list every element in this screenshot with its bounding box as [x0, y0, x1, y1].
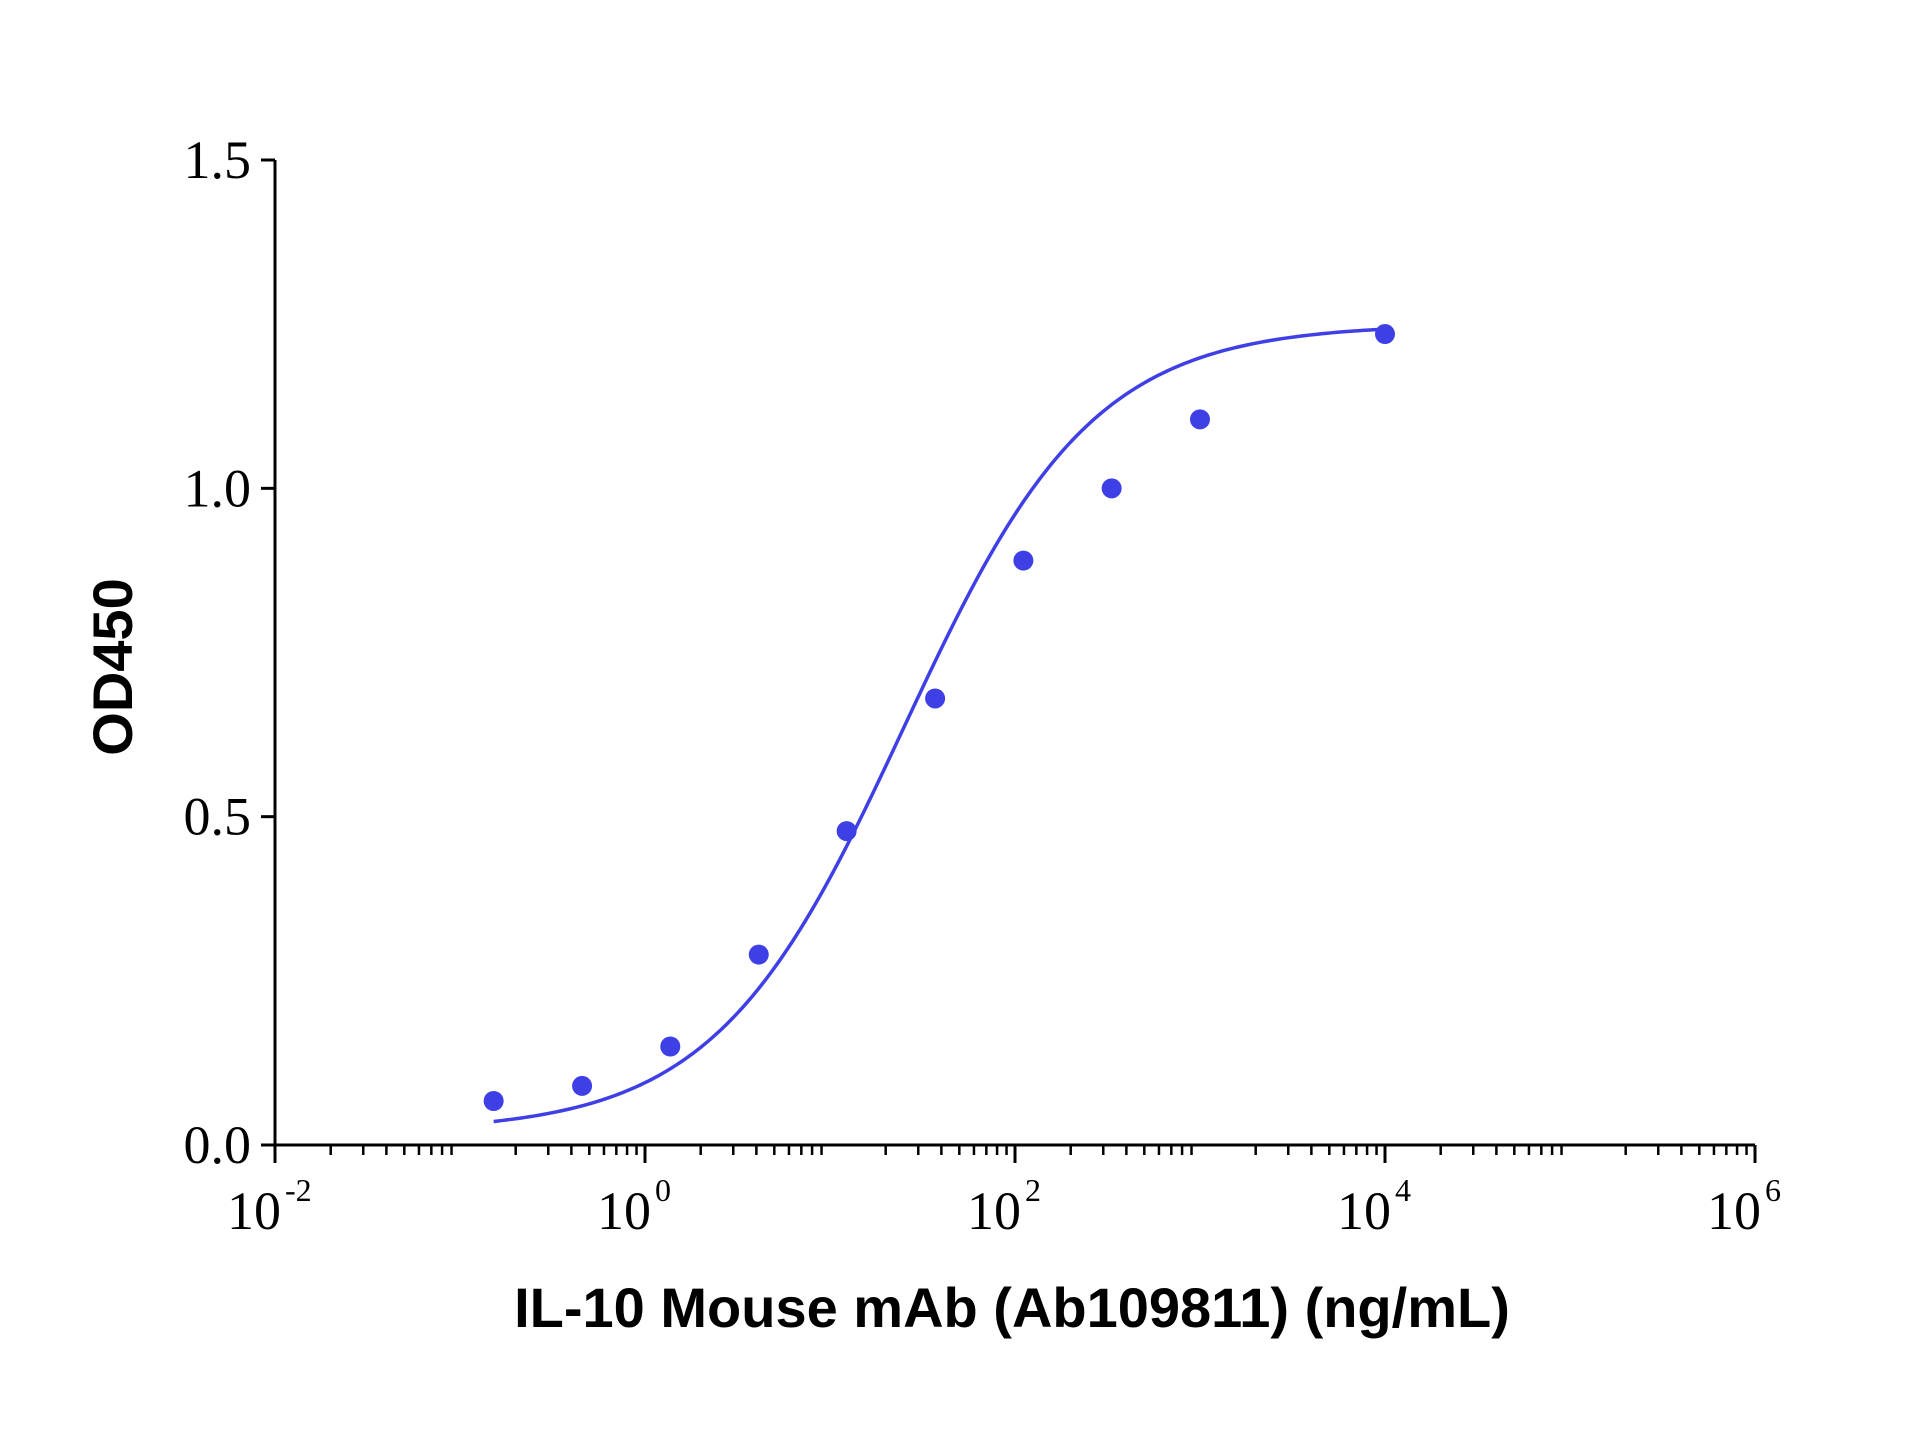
x-tick-label-base: 10	[1707, 1181, 1761, 1241]
y-tick-label: 1.0	[184, 458, 252, 518]
data-point	[1190, 409, 1210, 430]
fit-layer	[493, 327, 1386, 1124]
x-tick-label: 10 6	[1707, 1172, 1781, 1241]
x-tick-label-base: 10	[1337, 1181, 1391, 1241]
y-axis-title: OD450	[81, 578, 144, 755]
fit-curve	[493, 327, 1386, 1124]
y-tick-label: 0.5	[184, 787, 252, 847]
x-tick-label: 10 -2	[227, 1172, 312, 1241]
axes-layer: 0.00.51.01.510 -2 10 0 10 2 10 4 10 6	[184, 130, 1782, 1241]
x-tick-label-exponent: 4	[1395, 1172, 1411, 1208]
x-tick-label-exponent: 0	[655, 1172, 671, 1208]
points-layer	[483, 324, 1395, 1112]
x-tick-label: 10 0	[597, 1172, 671, 1241]
x-tick-label-base: 10	[967, 1181, 1021, 1241]
x-tick-label-base: 10	[227, 1181, 281, 1241]
data-point	[1375, 324, 1395, 345]
y-tick-label: 1.5	[184, 130, 252, 190]
x-tick-label: 10 2	[967, 1172, 1041, 1241]
x-tick-label-exponent: 2	[1025, 1172, 1041, 1208]
data-point	[748, 944, 769, 965]
data-point	[660, 1036, 681, 1057]
data-point	[1013, 550, 1034, 571]
data-point	[836, 821, 857, 842]
x-tick-label-base: 10	[597, 1181, 651, 1241]
data-point	[572, 1075, 593, 1096]
x-axis-title: IL-10 Mouse mAb (Ab109811) (ng/mL)	[514, 1276, 1510, 1339]
x-tick-label: 10 4	[1337, 1172, 1411, 1241]
y-tick-label: 0.0	[184, 1115, 252, 1175]
data-point	[1101, 478, 1122, 499]
x-tick-label-exponent: -2	[285, 1172, 312, 1208]
x-tick-label-exponent: 6	[1765, 1172, 1781, 1208]
data-point	[483, 1091, 504, 1112]
data-point	[925, 688, 946, 709]
